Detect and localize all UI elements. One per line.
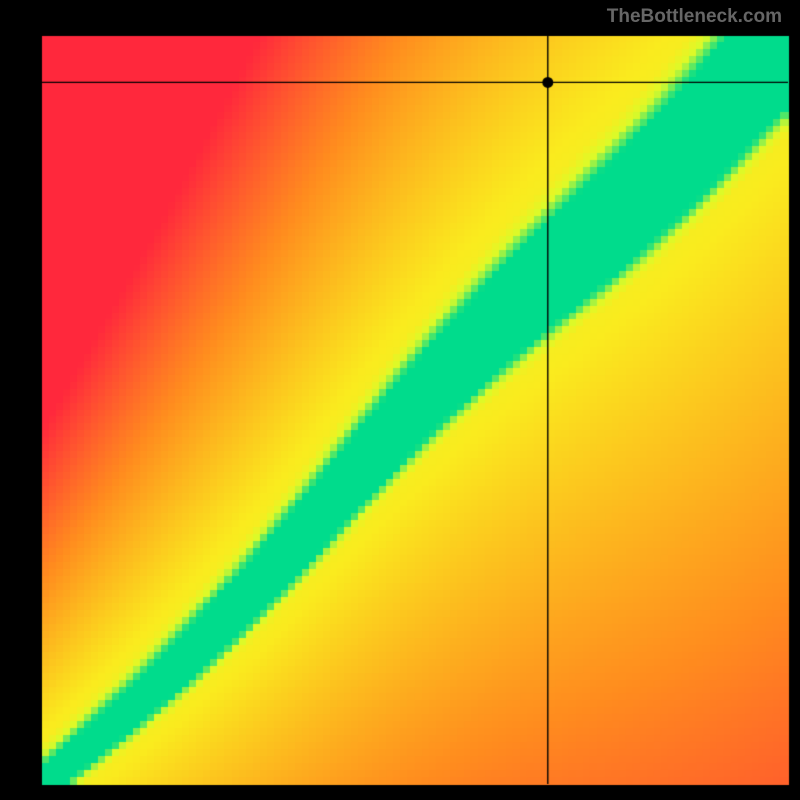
bottleneck-heatmap — [0, 0, 800, 800]
chart-container: TheBottleneck.com — [0, 0, 800, 800]
watermark-text: TheBottleneck.com — [607, 6, 782, 28]
